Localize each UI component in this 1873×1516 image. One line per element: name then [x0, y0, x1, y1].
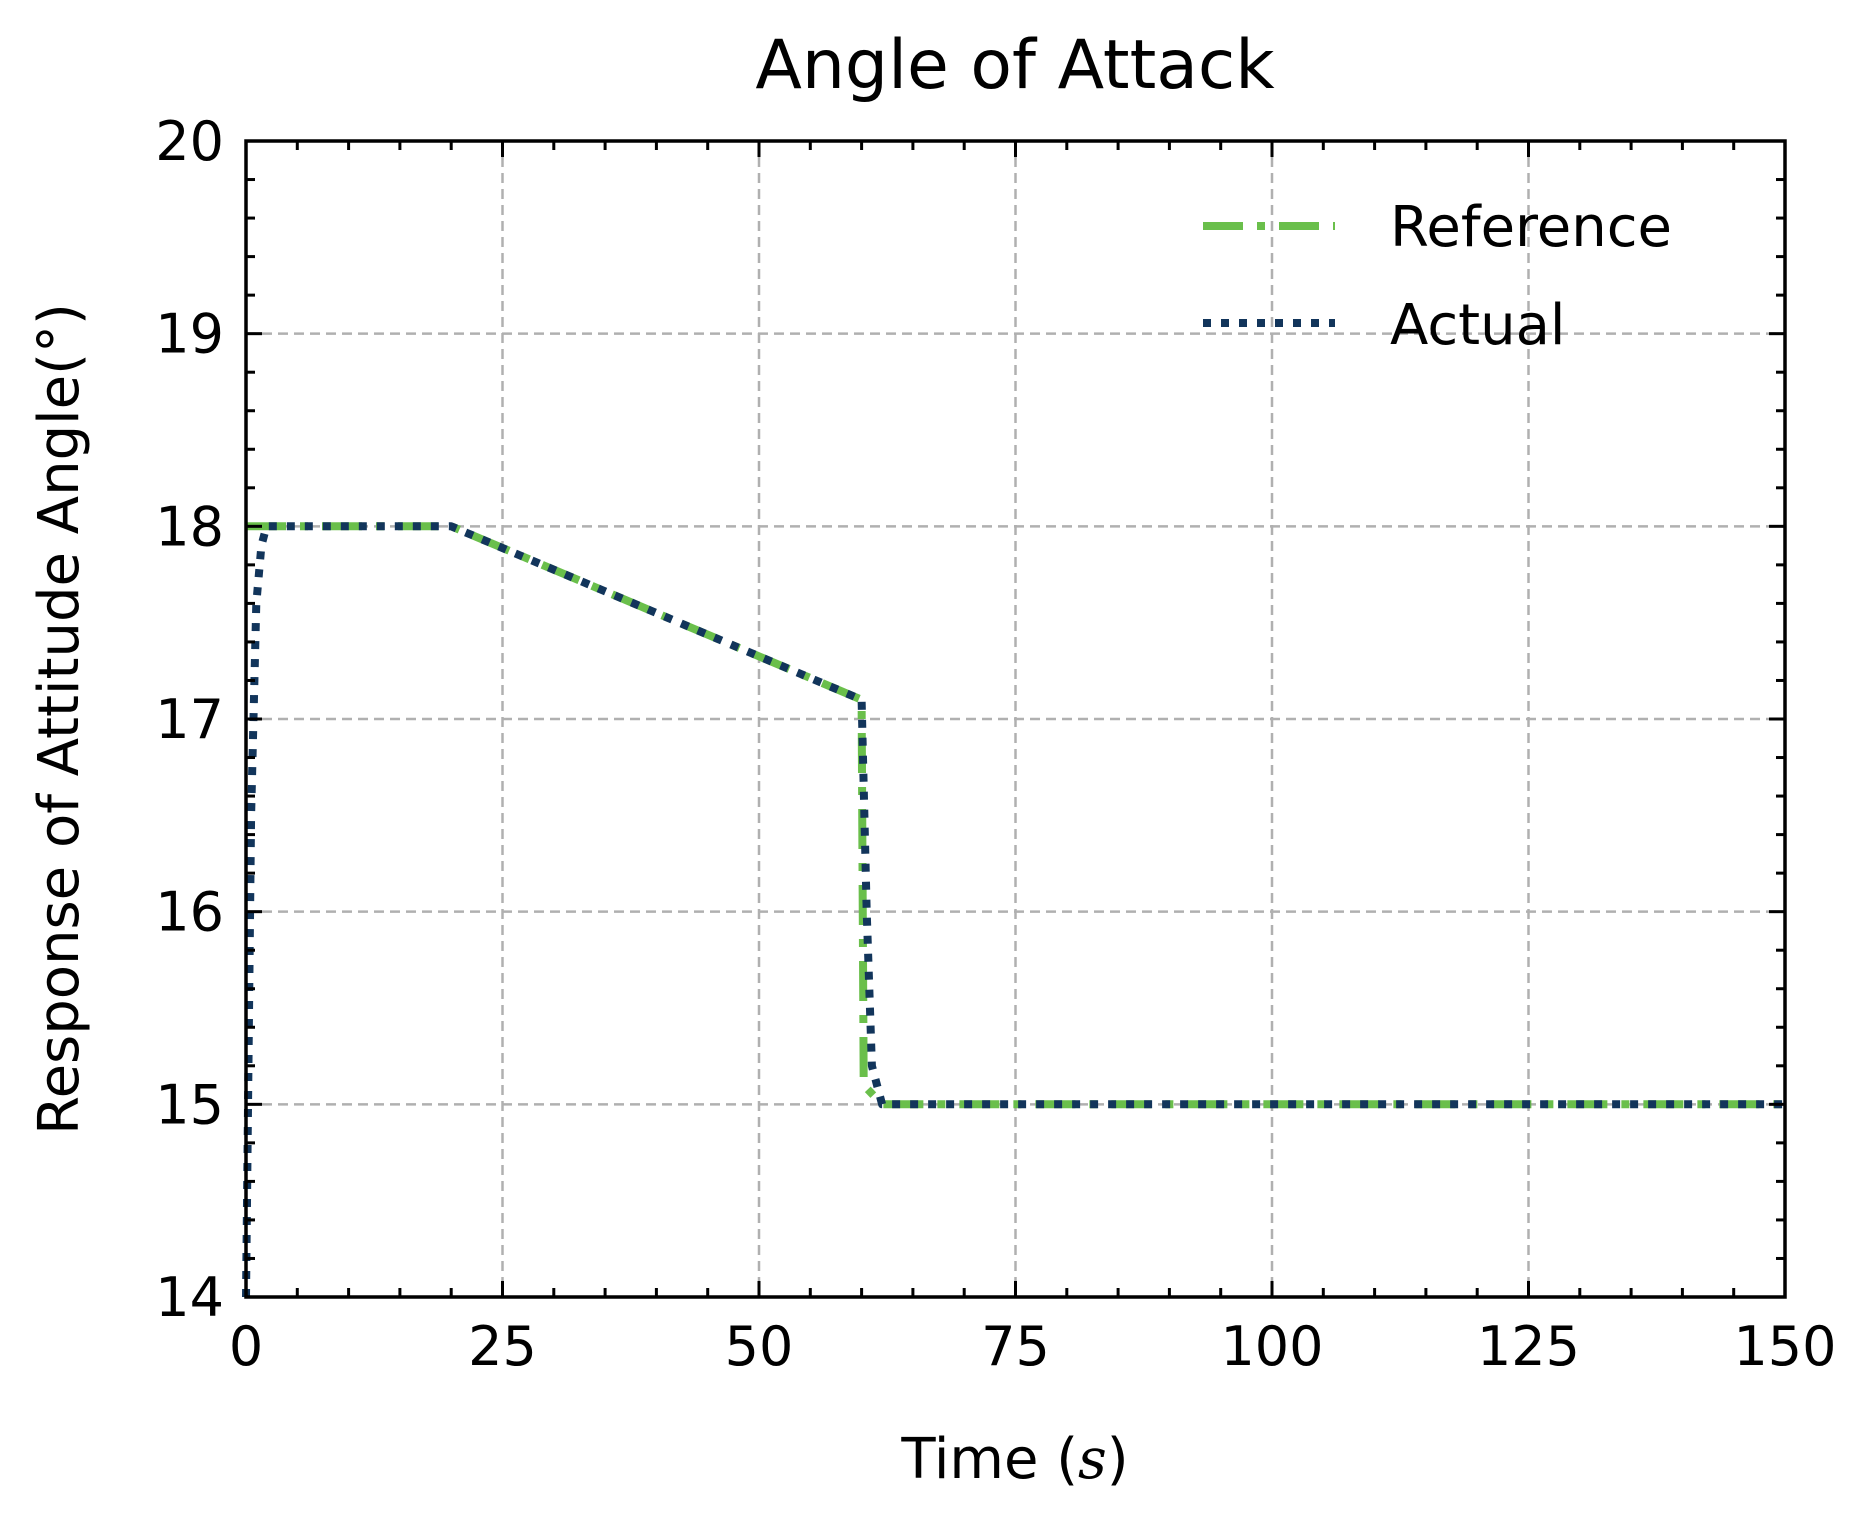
plot-frame [244, 139, 1787, 1299]
x-axis-label: Time (s) [900, 1427, 1128, 1492]
series-line-actual [242, 522, 1785, 1298]
x-tick-label-5: 125 [1477, 1315, 1580, 1378]
chart-title: Angle of Attack [755, 26, 1275, 105]
y-tick-label-4: 18 [155, 495, 224, 558]
y-tick-label-3: 17 [155, 688, 224, 751]
x-tick-label-6: 150 [1733, 1315, 1836, 1378]
y-tick-label-6: 20 [155, 110, 224, 173]
legend-label-reference: Reference [1390, 195, 1672, 260]
x-tick-label-3: 75 [981, 1315, 1050, 1378]
y-tick-label-0: 14 [155, 1266, 224, 1329]
x-tick-label-1: 25 [468, 1315, 537, 1378]
y-tick-label-5: 19 [155, 303, 224, 366]
x-tick-label-4: 100 [1220, 1315, 1323, 1378]
y-axis-label: Response of Attitude Angle(°) [27, 303, 92, 1135]
x-axis-label-prefix: Time ( [900, 1427, 1078, 1492]
x-axis-label-var: s [1078, 1427, 1107, 1492]
x-axis-label-suffix: ) [1107, 1427, 1129, 1492]
legend: Reference Actual [1203, 195, 1672, 358]
x-tick-label-2: 50 [725, 1315, 794, 1378]
y-tick-label-2: 16 [155, 881, 224, 944]
x-tick-label-0: 0 [229, 1315, 263, 1378]
y-tick-label-1: 15 [155, 1073, 224, 1136]
series-lines [242, 522, 1785, 1298]
tick-labels: 0 25 50 75 100 125 150 14 15 16 17 18 19 20 [155, 110, 1836, 1378]
legend-label-actual: Actual [1390, 293, 1565, 358]
